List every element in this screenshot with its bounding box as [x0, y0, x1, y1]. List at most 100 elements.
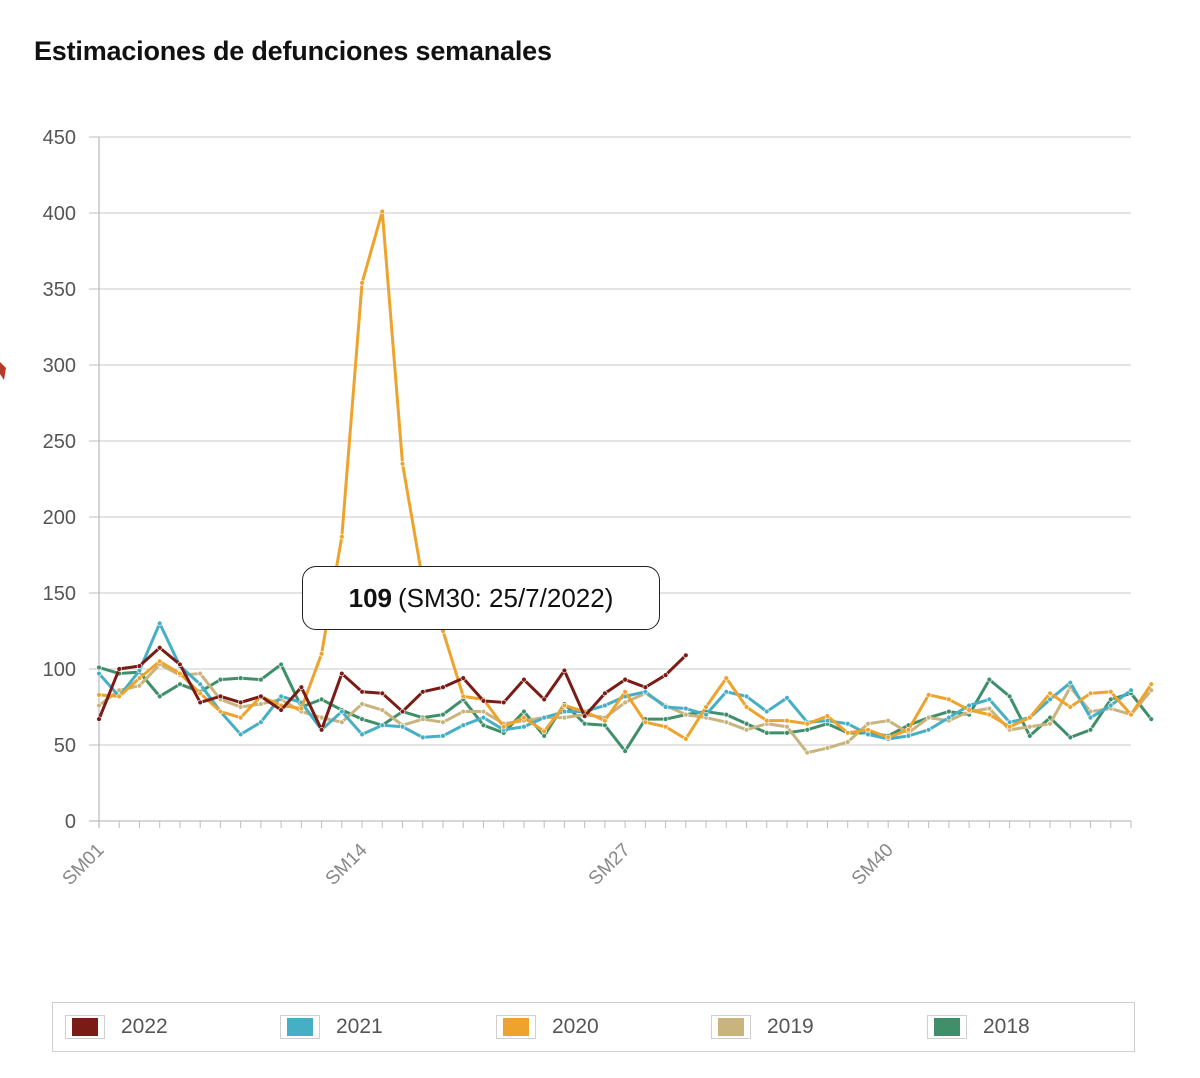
data-point — [925, 727, 932, 733]
data-point — [581, 721, 588, 727]
data-point — [440, 733, 446, 739]
legend-item-2020[interactable]: 2020 — [496, 1013, 599, 1041]
data-point — [602, 722, 608, 728]
data-point — [946, 696, 952, 703]
data-point — [1148, 681, 1154, 687]
data-point — [217, 676, 224, 683]
data-point — [602, 690, 608, 697]
data-point — [845, 730, 851, 736]
data-point — [318, 651, 325, 657]
x-tick-label: SM14 — [322, 839, 372, 889]
data-point — [865, 721, 871, 727]
series-line-2022 — [97, 646, 688, 732]
data-point — [986, 705, 993, 712]
data-point — [764, 708, 770, 715]
legend-item-2019[interactable]: 2019 — [711, 1013, 814, 1041]
data-point — [318, 727, 325, 733]
legend-label: 2018 — [983, 1015, 1030, 1038]
data-point — [683, 705, 689, 712]
data-point — [278, 693, 284, 700]
data-point — [683, 652, 689, 659]
series-2019 — [96, 661, 1154, 756]
data-point — [662, 672, 669, 678]
data-point — [541, 728, 547, 735]
data-point — [865, 731, 871, 738]
data-point — [1067, 704, 1073, 710]
y-tick-label: 100 — [43, 659, 76, 681]
data-point — [116, 693, 122, 700]
data-point — [177, 661, 183, 668]
legend-swatch — [65, 1015, 105, 1039]
data-point — [622, 689, 628, 695]
data-point — [460, 708, 466, 715]
data-point — [723, 675, 729, 681]
legend-item-2018[interactable]: 2018 — [927, 1013, 1030, 1041]
data-point — [1067, 679, 1073, 686]
data-point — [420, 716, 426, 722]
data-point — [905, 733, 912, 739]
data-point — [298, 684, 305, 690]
data-point — [1087, 714, 1094, 721]
data-point — [157, 620, 163, 627]
data-point — [379, 722, 385, 728]
data-point — [217, 693, 224, 700]
data-point — [1027, 714, 1033, 721]
legend-label: 2019 — [767, 1015, 814, 1038]
data-point — [1067, 734, 1073, 741]
tooltip-value: 109 — [348, 582, 393, 613]
data-point — [581, 713, 588, 719]
data-point — [784, 695, 790, 701]
data-point — [460, 675, 466, 681]
chart-title: Estimaciones de defunciones semanales — [34, 36, 552, 66]
data-point — [743, 721, 750, 727]
data-point — [359, 689, 365, 695]
data-point — [278, 707, 284, 713]
data-point — [359, 280, 365, 286]
data-point — [1087, 690, 1094, 697]
data-point — [521, 708, 527, 715]
data-point — [136, 675, 143, 681]
tooltip-label: (SM30: 25/7/2022) — [398, 582, 614, 613]
data-point — [217, 708, 224, 715]
data-point — [359, 716, 365, 722]
data-point — [986, 676, 993, 683]
data-point — [946, 708, 952, 715]
x-tick-label: SM27 — [585, 840, 635, 890]
legend: 2022 2021 2020 2019 2018 — [52, 1002, 1135, 1052]
series-2022 — [96, 645, 689, 733]
series-2021 — [96, 620, 1134, 742]
data-point — [683, 736, 689, 742]
data-point — [1108, 696, 1114, 703]
data-point — [197, 681, 203, 687]
data-point — [784, 730, 790, 736]
legend-swatch — [496, 1015, 536, 1039]
data-point — [743, 727, 750, 733]
data-point — [339, 534, 345, 540]
y-tick-label: 50 — [54, 735, 76, 757]
data-point — [743, 693, 750, 700]
data-point — [723, 711, 729, 718]
data-point — [440, 684, 446, 690]
data-point — [986, 711, 993, 718]
data-point — [136, 663, 143, 669]
data-point — [642, 689, 649, 695]
data-point — [136, 667, 143, 674]
data-point — [521, 724, 527, 730]
data-point — [541, 696, 547, 703]
data-point — [399, 724, 406, 730]
series-2020 — [96, 208, 1154, 742]
data-point — [683, 711, 689, 718]
data-point — [501, 724, 507, 730]
data-point — [743, 704, 750, 710]
legend-swatch-fill — [934, 1018, 960, 1036]
data-point — [258, 701, 264, 707]
data-point — [1148, 716, 1154, 722]
data-point — [865, 727, 871, 733]
legend-item-2021[interactable]: 2021 — [280, 1013, 383, 1041]
data-point — [258, 719, 264, 725]
x-tick-label: SM01 — [59, 840, 109, 890]
legend-item-2022[interactable]: 2022 — [65, 1013, 168, 1041]
data-point — [925, 692, 932, 698]
data-point — [662, 716, 669, 722]
data-point — [237, 675, 244, 681]
